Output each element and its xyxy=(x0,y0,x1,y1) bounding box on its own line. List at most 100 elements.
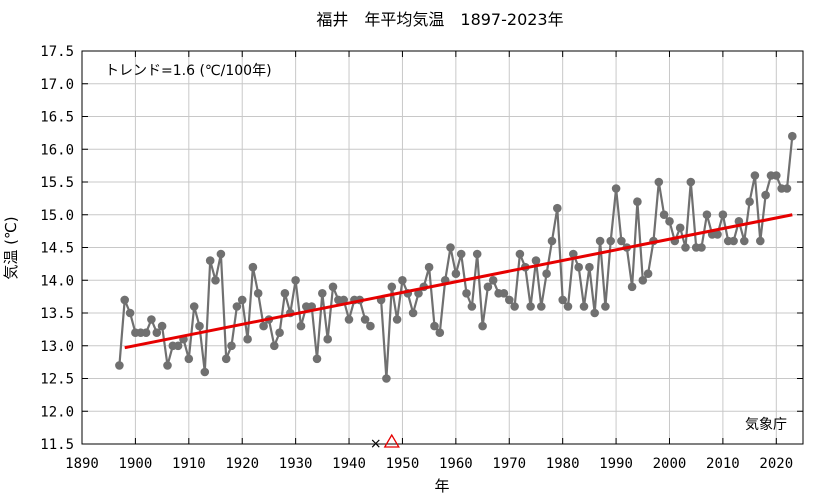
data-point xyxy=(200,367,210,377)
data-point xyxy=(505,295,514,305)
data-point xyxy=(382,374,391,383)
data-point xyxy=(526,302,535,311)
data-point xyxy=(366,321,375,331)
data-point xyxy=(531,256,541,265)
y-tick-label: 15.5 xyxy=(40,175,74,191)
data-point xyxy=(515,249,525,259)
data-point xyxy=(553,203,562,213)
x-tick-label: 1900 xyxy=(119,456,153,472)
data-point xyxy=(157,321,167,331)
data-point xyxy=(141,328,151,338)
data-point xyxy=(291,276,300,285)
data-point xyxy=(788,131,797,141)
data-point xyxy=(344,315,354,324)
x-tick-label: 1950 xyxy=(386,456,420,472)
y-tick-label: 14.0 xyxy=(40,273,74,289)
y-tick-label: 13.0 xyxy=(40,339,74,355)
data-point xyxy=(563,302,573,311)
data-point xyxy=(537,302,546,311)
data-point xyxy=(467,302,477,311)
y-tick-label: 13.5 xyxy=(40,306,74,322)
data-point xyxy=(408,308,418,318)
x-tick-label: 2000 xyxy=(653,456,687,472)
y-tick-label: 14.5 xyxy=(40,241,74,257)
data-point xyxy=(606,236,615,246)
data-point xyxy=(579,302,589,311)
data-point xyxy=(681,243,690,252)
data-point xyxy=(569,249,578,259)
data-point xyxy=(318,289,327,298)
data-point xyxy=(323,334,333,344)
data-point xyxy=(772,171,781,180)
data-point xyxy=(163,361,172,370)
y-tick-label: 12.0 xyxy=(40,404,74,420)
x-tick-label: 2010 xyxy=(706,456,740,472)
data-point xyxy=(750,171,760,180)
x-tick-label: 1960 xyxy=(439,456,473,472)
data-point xyxy=(120,295,129,305)
data-point xyxy=(740,236,749,246)
data-point xyxy=(451,269,461,279)
data-point xyxy=(339,295,349,305)
x-tick-label: 1990 xyxy=(599,456,633,472)
data-point xyxy=(590,308,599,318)
y-tick-label: 11.5 xyxy=(40,437,74,453)
data-point xyxy=(125,308,135,318)
series-points xyxy=(115,131,797,383)
data-point xyxy=(328,282,338,292)
x-tick-label: 1910 xyxy=(172,456,206,472)
chart-title: 福井 年平均気温 1897-2023年 xyxy=(316,10,563,29)
x-tick-label: 1970 xyxy=(492,456,526,472)
y-tick-label: 17.0 xyxy=(40,77,74,93)
x-tick-label: 2020 xyxy=(759,456,793,472)
data-point xyxy=(275,328,284,338)
series-line xyxy=(380,136,794,380)
data-point xyxy=(633,197,642,206)
data-point xyxy=(430,321,439,331)
y-axis-title: 気温 (℃) xyxy=(2,216,20,279)
data-point xyxy=(259,321,268,331)
data-point xyxy=(152,328,162,338)
data-point xyxy=(686,177,696,187)
data-point xyxy=(216,249,226,259)
data-point xyxy=(542,269,551,279)
y-tick-label: 12.5 xyxy=(40,372,74,388)
data-point xyxy=(446,243,455,252)
data-point xyxy=(280,289,290,298)
data-point xyxy=(510,302,519,311)
data-point xyxy=(243,334,252,344)
data-point xyxy=(462,289,471,298)
y-tick-label: 17.5 xyxy=(40,44,74,60)
data-point xyxy=(435,328,445,338)
data-point xyxy=(697,243,706,252)
data-point xyxy=(499,289,509,298)
data-point xyxy=(173,341,183,351)
data-point xyxy=(654,177,664,187)
y-tick-label: 16.0 xyxy=(40,142,74,158)
x-axis-title: 年 xyxy=(434,477,449,495)
x-tick-label: 1920 xyxy=(225,456,259,472)
data-point xyxy=(702,210,712,219)
data-point xyxy=(547,236,557,246)
data-point xyxy=(221,354,231,364)
data-point xyxy=(675,223,685,233)
station-relocation-marker xyxy=(383,433,400,448)
missing-data-marker: × xyxy=(370,436,382,452)
x-tick-label: 1930 xyxy=(279,456,313,472)
data-point xyxy=(601,302,610,311)
data-point xyxy=(638,276,648,285)
data-point xyxy=(456,249,466,259)
data-point xyxy=(312,354,322,364)
data-point xyxy=(237,295,247,305)
data-point xyxy=(659,210,669,219)
data-point xyxy=(147,315,156,324)
data-point xyxy=(205,256,215,265)
data-point xyxy=(617,236,626,246)
data-point xyxy=(665,217,674,226)
data-point xyxy=(398,276,407,285)
x-tick-label: 1890 xyxy=(65,456,99,472)
data-point xyxy=(643,269,653,279)
y-tick-label: 16.5 xyxy=(40,110,74,126)
data-point xyxy=(627,282,637,292)
